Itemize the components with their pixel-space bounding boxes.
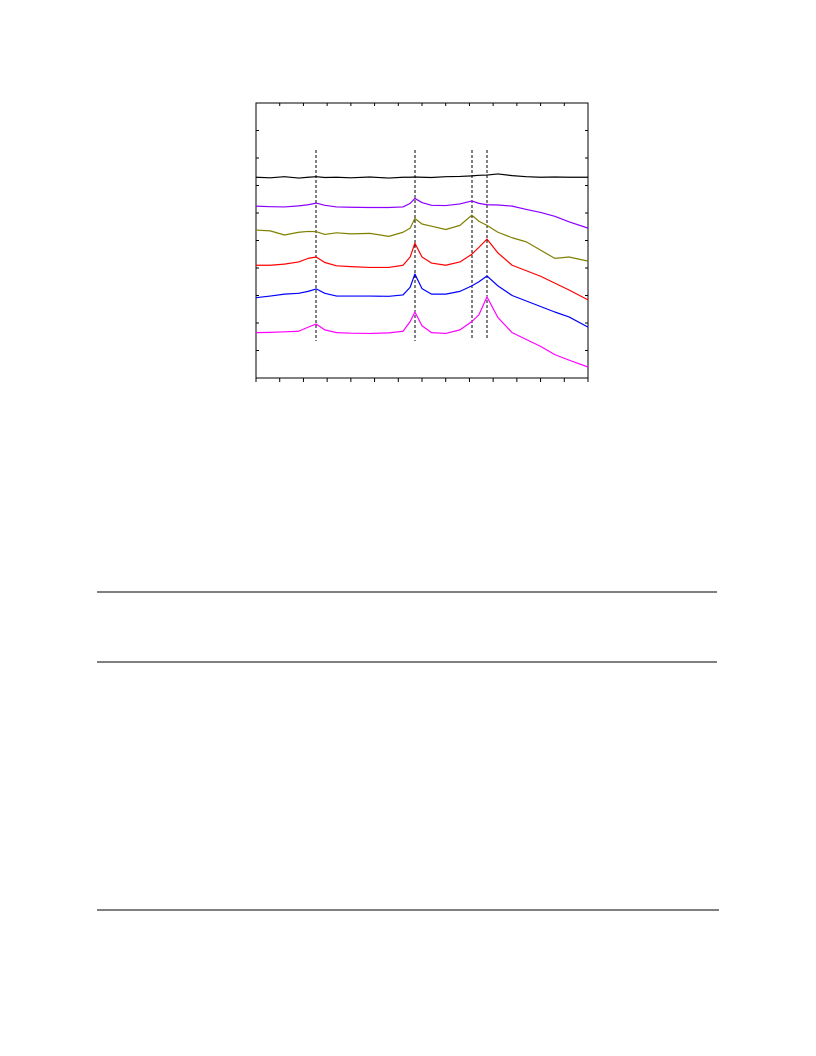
series-line <box>255 296 589 368</box>
series-line <box>255 273 589 328</box>
series-line <box>255 173 588 179</box>
series-line <box>255 214 589 262</box>
table-rules <box>97 591 719 911</box>
series-line <box>255 197 589 229</box>
series-line <box>256 238 589 301</box>
reference-lines <box>315 150 488 341</box>
plot-frame <box>255 102 589 379</box>
